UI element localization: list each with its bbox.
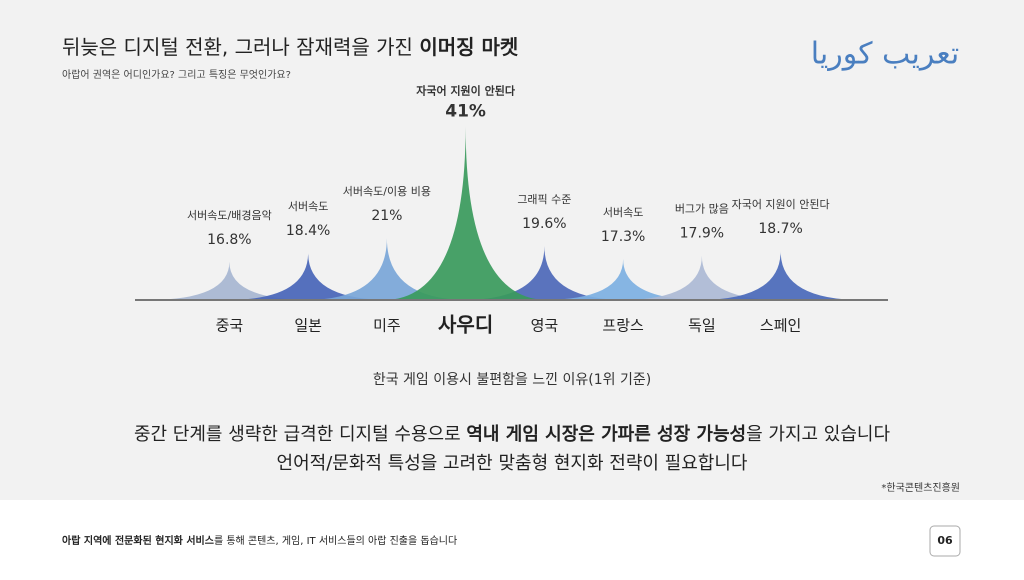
x-tick-label: 중국 <box>216 317 244 335</box>
reason-label: 서버속도 <box>603 206 643 219</box>
value-label: 18.7% <box>758 221 802 237</box>
logo: تعريب كوريا <box>811 37 959 72</box>
footer-bg <box>0 500 1024 576</box>
x-tick-label: 스페인 <box>760 317 801 335</box>
reason-label: 버그가 많음 <box>675 203 729 216</box>
background <box>0 0 1024 500</box>
summary-line1: 중간 단계를 생략한 급격한 디지털 수용으로 역내 게임 시장은 가파른 성장… <box>134 424 891 445</box>
title: 뒤늦은 디지털 전환, 그러나 잠재력을 가진 이머징 마켓 <box>62 35 518 59</box>
peak <box>147 261 312 300</box>
reason-label: 서버속도/이용 비용 <box>343 185 431 198</box>
value-label: 18.4% <box>286 223 330 239</box>
reason-label: 서버속도 <box>288 200 328 213</box>
reason-label: 자국어 지원이 안된다 <box>732 198 830 211</box>
value-label: 19.6% <box>522 216 566 232</box>
peak <box>698 251 863 300</box>
summary-line2: 언어적/문화적 특성을 고려한 맞춤형 현지화 전략이 필요합니다 <box>277 453 748 474</box>
footer-body: 를 통해 콘텐츠, 게임, IT 서비스들의 아랍 진출을 돕습니다 <box>214 534 457 547</box>
x-tick-label: 미주 <box>373 317 401 335</box>
summary-emphasis: 역내 게임 시장은 가파른 성장 가능성 <box>466 424 746 445</box>
x-tick-label: 사우디 <box>438 313 493 337</box>
footer-text: 아랍 지역에 전문화된 현지화 서비스를 통해 콘텐츠, 게임, IT 서비스들… <box>62 534 457 547</box>
page-box <box>929 525 961 557</box>
value-label: 21% <box>371 208 402 224</box>
summary-text: 을 가지고 있습니다 <box>746 424 890 445</box>
x-tick-label: 프랑스 <box>602 317 644 335</box>
reason-label: 서버속도/배경음악 <box>187 209 272 222</box>
title-emphasis: 이머징 마켓 <box>419 35 518 59</box>
reason-label: 그래픽 수준 <box>517 193 571 206</box>
x-axis-label: 한국 게임 이용시 불편함을 느낀 이유(1위 기준) <box>373 372 651 388</box>
x-tick-label: 영국 <box>531 317 559 335</box>
value-label: 17.3% <box>601 229 645 245</box>
title-text: 뒤늦은 디지털 전환, 그러나 잠재력을 가진 <box>62 35 413 59</box>
page-number: 06 <box>937 534 953 547</box>
reason-label: 자국어 지원이 안된다 <box>416 84 516 98</box>
subtitle: 아랍어 권역은 어디인가요? 그리고 특징은 무엇인가요? <box>62 68 291 81</box>
x-tick-label: 독일 <box>688 317 716 335</box>
peak <box>541 258 706 300</box>
peak <box>304 238 469 300</box>
summary-text: 중간 단계를 생략한 급격한 디지털 수용으로 <box>134 424 466 445</box>
source: *한국콘텐츠진흥원 <box>881 481 960 494</box>
peak <box>226 252 391 300</box>
peak <box>383 125 548 300</box>
peak <box>462 246 627 300</box>
x-tick-label: 일본 <box>294 317 322 335</box>
footer-emphasis: 아랍 지역에 전문화된 현지화 서비스 <box>62 534 214 547</box>
value-label: 41% <box>445 102 486 122</box>
value-label: 17.9% <box>680 226 724 242</box>
peak <box>619 255 784 300</box>
value-label: 16.8% <box>207 232 251 248</box>
